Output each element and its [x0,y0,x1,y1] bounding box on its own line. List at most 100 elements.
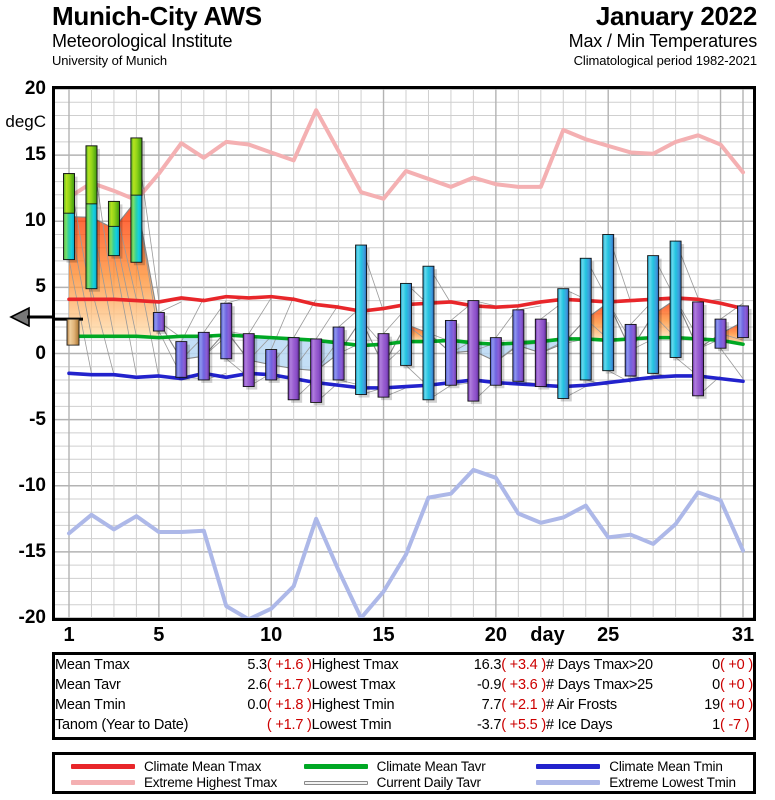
marker-bar [66,318,80,346]
daily-range-bar[interactable] [624,323,637,377]
stat-label: # Air Frosts [545,697,617,713]
daily-range-bar[interactable] [557,288,570,399]
daily-range-bar[interactable] [332,326,345,381]
daily-range-bar[interactable] [444,319,457,386]
stat-anomaly: ( +5.5 ) [501,717,546,733]
tavr-web-line [91,288,115,375]
daily-range-bar[interactable] [355,244,368,395]
stat-value: -0.9 [477,677,502,693]
legend-color-swatch [536,764,601,769]
mean-tavr-arrowhead [9,306,53,328]
daily-range-bar[interactable] [287,337,300,401]
stat-value: -3.7 [477,717,502,733]
daily-range-bar[interactable] [310,338,323,403]
daily-range-bar[interactable] [512,309,525,382]
daily-range-bar[interactable] [489,337,502,386]
report-header: Munich-City AWS Meteorological Institute… [0,0,775,86]
tavr-web-line [293,299,317,338]
stat-label: Highest Tmin [311,697,395,713]
x-axis: 1 5 10 15 20 25 31 day [52,624,756,658]
daily-range-bar[interactable] [242,333,255,388]
tavr-web-line [248,297,272,334]
legend-row: Climate Mean Tmax Climate Mean Tavr Climat… [55,758,753,775]
tavr-web-line [720,347,744,379]
daily-range-bar[interactable] [197,331,210,381]
daily-range-bar[interactable] [175,341,188,378]
y-tick-minus20: -20 [18,607,46,628]
station-name: Munich-City AWS [52,1,262,31]
stat-value: 5.3 [247,657,267,673]
daily-range-bar[interactable] [220,302,233,360]
daily-range-bar[interactable] [422,265,435,401]
legend-color-swatch [303,764,368,769]
stat-value: 2.6 [247,677,267,693]
y-tick-5: 5 [35,276,46,298]
y-tick-0: 0 [35,342,46,364]
daily-range-bar[interactable] [467,300,480,402]
stat-value: 16.3 [473,657,502,673]
statistics-row: Mean Tmax 5.3( +1.6 ) Highest Tmax 16.3( +3… [55,655,753,675]
plot-area [52,86,756,621]
daily-range-bar[interactable] [400,282,412,366]
statistics-table: Mean Tmax 5.3( +1.6 ) Highest Tmax 16.3( +3… [55,655,753,735]
daily-range-bar[interactable] [152,312,165,332]
stat-label: Tanom (Year to Date) [55,717,189,733]
daily-range-bar[interactable] [377,333,390,398]
daily-range-bar[interactable] [692,301,705,397]
x-axis-label: day [530,624,565,646]
daily-range-bar[interactable] [534,318,547,388]
legend-color-swatch [71,764,135,769]
y-tick-minus5: -5 [29,408,46,430]
stat-anomaly: ( +1.6 ) [266,657,312,673]
stat-label: # Days Tmax>25 [545,677,653,693]
legend-color-swatch [303,780,368,785]
stat-anomaly: ( +1.8 ) [266,697,312,713]
x-tick-10: 10 [260,624,283,646]
x-tick-31: 31 [731,624,755,646]
statistics-row: Tanom (Year to Date) ( +1.7 ) Lowest Tmin -… [55,715,753,735]
plot-svg [55,89,753,618]
stat-value: 0.0 [247,697,267,713]
daily-range-bar[interactable] [602,234,615,372]
daily-range-bar[interactable] [579,257,592,381]
report-subtitle: Max / Min Temperatures [568,31,758,51]
x-tick-5: 5 [153,624,165,646]
stat-label: Lowest Tmin [311,717,392,733]
daily-range-bar[interactable] [265,349,278,381]
stat-anomaly: ( +0 ) [719,657,753,673]
stat-value: 19 [704,697,720,713]
y-tick-20: 20 [24,78,46,99]
university-name: University of Munich [52,53,168,68]
extreme-highest-tmax-line [67,108,745,203]
legend-row: Extreme Highest Tmax Current Daily Tavr Ex… [55,774,753,791]
stat-anomaly: ( +3.4 ) [501,657,546,673]
stat-label: # Ice Days [545,717,613,733]
stat-label: Lowest Tmax [311,677,396,693]
x-tick-20: 20 [484,624,507,646]
stat-anomaly: ( +3.6 ) [501,677,546,693]
statistics-row: Mean Tmin 0.0( +1.8 ) Highest Tmin 7.7( +2.… [55,695,753,715]
stat-label: Mean Tmin [55,697,126,713]
daily-range-bar[interactable] [669,240,682,358]
tavr-web-line [270,296,295,350]
stat-value: 0 [712,677,720,693]
legend-color-swatch [536,780,601,785]
y-tick-minus15: -15 [18,540,46,562]
climate-mean-tmin-line [67,371,745,390]
stat-anomaly: ( +1.7 ) [266,677,312,693]
x-tick-15: 15 [372,624,395,646]
temperature-chart: 20 15 10 5 0 -5 -10 -15 -20 degC 1 5 10 15 20 25 31 day [0,78,775,646]
legend-item: Extreme Highest Tmax [55,774,288,791]
daily-range-bar[interactable] [647,255,660,374]
stat-value: 1 [712,717,720,733]
daily-range-bar[interactable] [714,318,727,349]
header-right-block: January 2022 Max / Min Temperatures Clim… [568,2,758,69]
daily-range-bar[interactable] [737,305,749,339]
legend-label: Climate Mean Tmax [144,759,262,774]
legend-panel: Climate Mean Tmax Climate Mean Tavr Climat… [52,752,756,794]
stat-anomaly: ( +2.1 ) [501,697,546,713]
extreme-lowest-tmin-line [67,467,745,618]
institute-name: Meteorological Institute [52,31,233,51]
y-tick-15: 15 [24,144,46,166]
legend-item: Extreme Lowest Tmin [520,774,753,791]
